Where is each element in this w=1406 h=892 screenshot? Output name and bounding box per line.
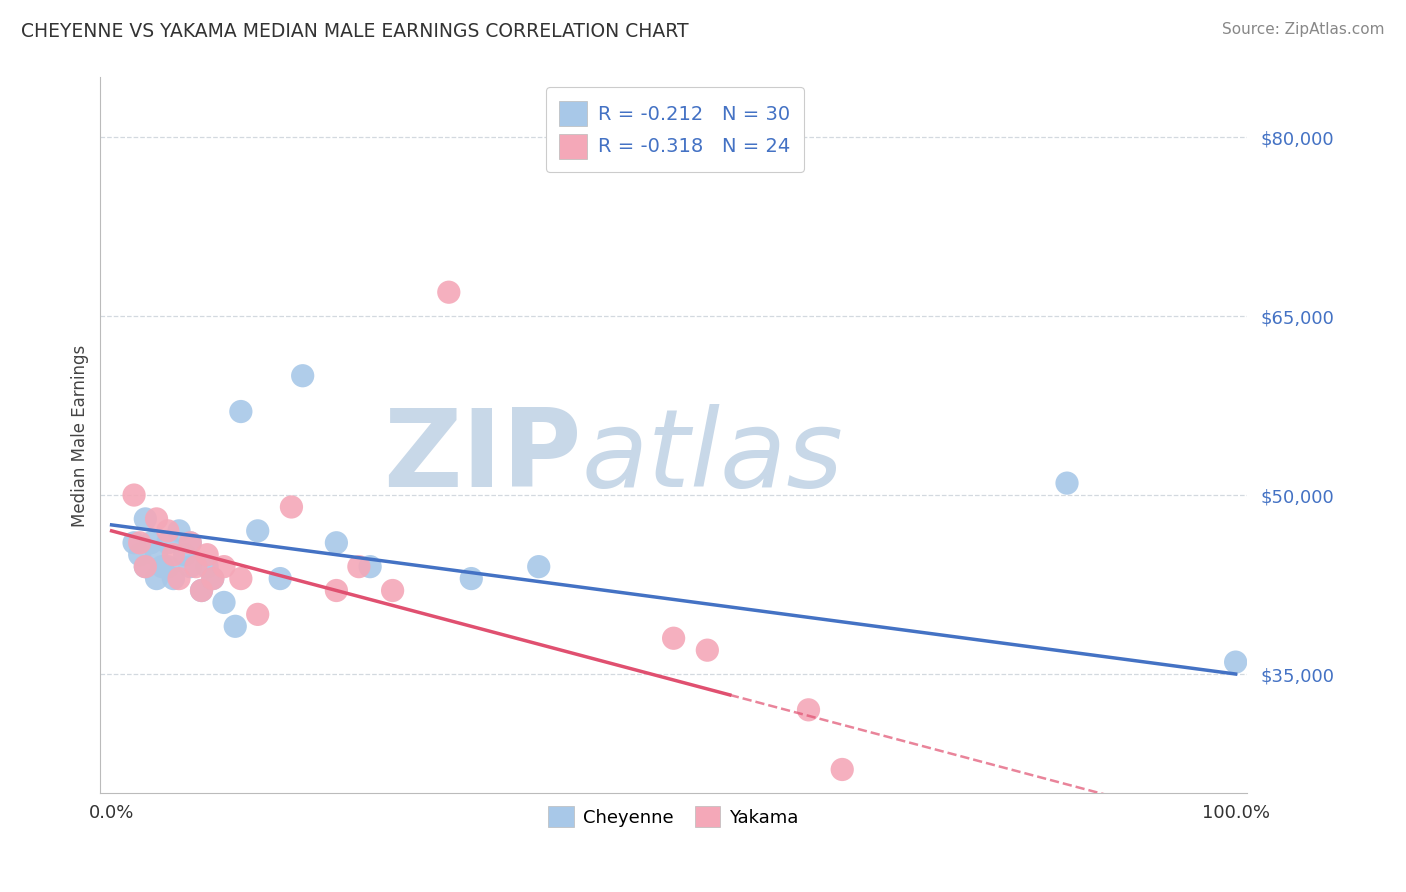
- Point: [122, 488, 145, 502]
- Point: [145, 572, 167, 586]
- Text: ZIP: ZIP: [384, 404, 582, 510]
- Point: [280, 500, 302, 514]
- Point: [212, 595, 235, 609]
- Legend: Cheyenne, Yakama: Cheyenne, Yakama: [541, 799, 806, 834]
- Point: [173, 548, 195, 562]
- Point: [359, 559, 381, 574]
- Point: [145, 512, 167, 526]
- Point: [325, 583, 347, 598]
- Point: [190, 583, 212, 598]
- Y-axis label: Median Male Earnings: Median Male Earnings: [72, 344, 89, 526]
- Point: [831, 763, 853, 777]
- Text: CHEYENNE VS YAKAMA MEDIAN MALE EARNINGS CORRELATION CHART: CHEYENNE VS YAKAMA MEDIAN MALE EARNINGS …: [21, 22, 689, 41]
- Point: [291, 368, 314, 383]
- Point: [162, 572, 184, 586]
- Point: [134, 559, 156, 574]
- Point: [167, 572, 190, 586]
- Point: [201, 572, 224, 586]
- Point: [662, 632, 685, 646]
- Point: [162, 548, 184, 562]
- Point: [190, 583, 212, 598]
- Point: [184, 559, 207, 574]
- Point: [128, 548, 150, 562]
- Point: [229, 572, 252, 586]
- Point: [122, 535, 145, 549]
- Point: [325, 535, 347, 549]
- Point: [156, 535, 179, 549]
- Point: [460, 572, 482, 586]
- Point: [134, 512, 156, 526]
- Point: [179, 535, 201, 549]
- Point: [246, 524, 269, 538]
- Point: [156, 559, 179, 574]
- Point: [437, 285, 460, 300]
- Point: [195, 559, 218, 574]
- Point: [156, 524, 179, 538]
- Point: [145, 548, 167, 562]
- Point: [347, 559, 370, 574]
- Point: [167, 524, 190, 538]
- Point: [201, 572, 224, 586]
- Point: [128, 535, 150, 549]
- Point: [797, 703, 820, 717]
- Point: [229, 404, 252, 418]
- Point: [134, 559, 156, 574]
- Point: [381, 583, 404, 598]
- Point: [150, 559, 173, 574]
- Point: [246, 607, 269, 622]
- Point: [179, 535, 201, 549]
- Text: atlas: atlas: [582, 404, 844, 509]
- Point: [224, 619, 246, 633]
- Point: [212, 559, 235, 574]
- Point: [527, 559, 550, 574]
- Point: [179, 559, 201, 574]
- Point: [195, 548, 218, 562]
- Point: [269, 572, 291, 586]
- Point: [1225, 655, 1247, 669]
- Text: Source: ZipAtlas.com: Source: ZipAtlas.com: [1222, 22, 1385, 37]
- Point: [1056, 476, 1078, 491]
- Point: [139, 535, 162, 549]
- Point: [696, 643, 718, 657]
